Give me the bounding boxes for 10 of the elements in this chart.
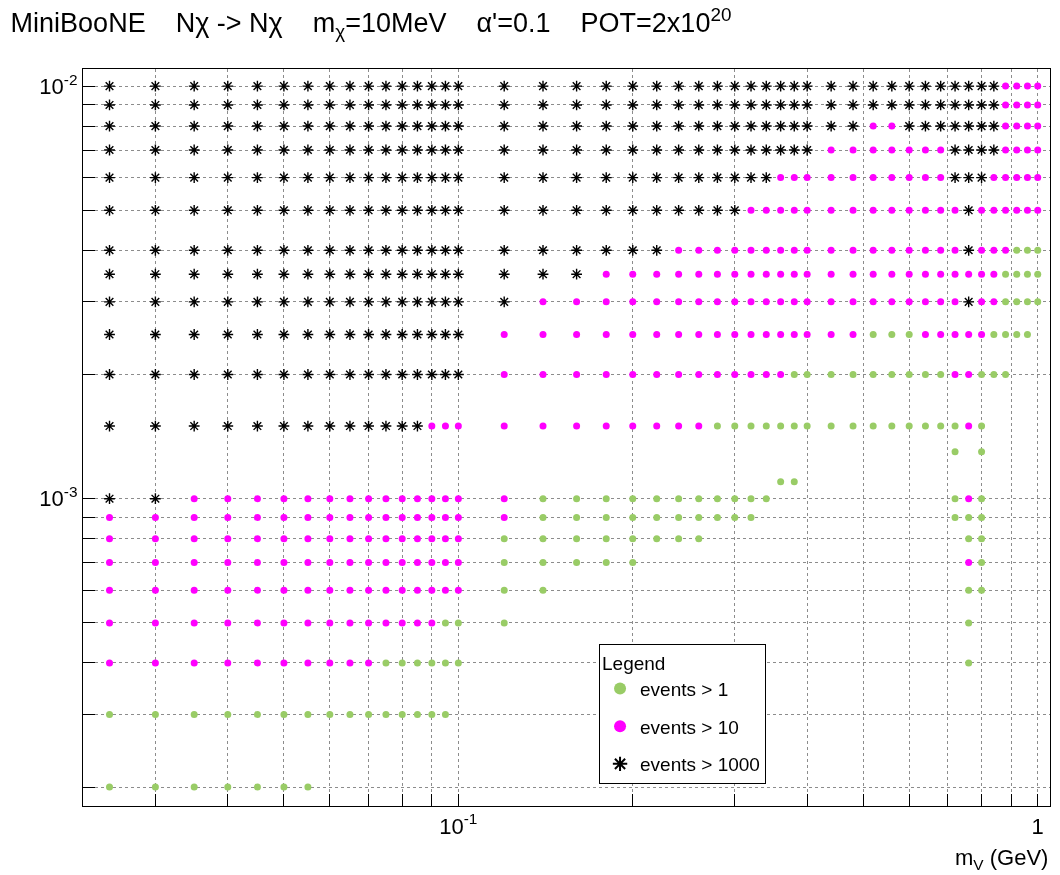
y-tick-label: 10$^{-3}$ [39, 483, 78, 512]
x-tick-label: 1 [1031, 813, 1044, 839]
legend-label: events > 10 [640, 716, 739, 738]
legend-title: Legend [602, 652, 666, 674]
x-tick-label: 10$^{-1}$ [439, 810, 478, 839]
x-axis-title: m$_{V}$ (GeV) [955, 845, 1049, 873]
legend-label: events > 1 [640, 678, 729, 700]
chart-title: MiniBooNE Nχ -> Nχ m$_{χ}$=10MeV α'=0.1 POT=2x10$^{20}$ [10, 3, 732, 42]
legend-label: events > 1000 [640, 754, 760, 776]
y-tick-label: 10$^{-2}$ [39, 70, 78, 99]
